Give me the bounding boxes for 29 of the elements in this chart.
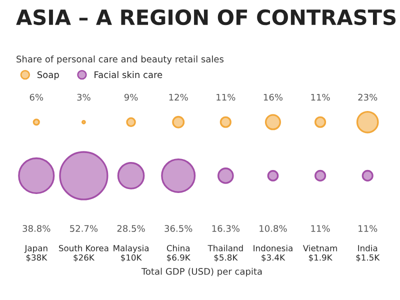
data-label: 3% bbox=[77, 94, 90, 101]
category-label: China $6.9K bbox=[166, 244, 191, 262]
data-label: 11% bbox=[311, 225, 330, 232]
category-label: Malaysia $10K bbox=[114, 244, 148, 262]
data-label: 12% bbox=[169, 94, 188, 101]
category-label: Thailand $5.8K bbox=[208, 244, 243, 262]
text: ASIA – A REGION OF CONTRASTS bbox=[16, 9, 396, 26]
data-label: 11% bbox=[358, 225, 378, 232]
data-label: 9% bbox=[124, 94, 138, 101]
data-label: 11% bbox=[311, 94, 330, 101]
legend-label: Soap bbox=[37, 71, 59, 80]
data-label: 36.5% bbox=[164, 225, 192, 232]
category-label: Indonesia $3.4K bbox=[254, 244, 292, 262]
data-label: 16.3% bbox=[212, 225, 240, 232]
legend-label: Facial skin care bbox=[94, 71, 162, 78]
data-label: 6% bbox=[30, 94, 44, 101]
data-label: 52.7% bbox=[70, 225, 98, 232]
category-label: Vietnam $1.9K bbox=[302, 244, 337, 262]
data-label: 28.5% bbox=[117, 225, 145, 232]
text: Total GDP (USD) per capita bbox=[141, 268, 262, 277]
data-label: 16% bbox=[264, 94, 283, 101]
data-label: 11% bbox=[216, 94, 236, 101]
category-label: India $1.5K bbox=[356, 244, 380, 262]
data-label: 10.8% bbox=[260, 225, 287, 232]
category-label: Japan $38K bbox=[24, 245, 48, 262]
text: Share of personal care and beauty retail sales bbox=[16, 56, 224, 64]
category-label: South Korea $26K bbox=[59, 244, 108, 262]
data-label: 38.8% bbox=[22, 225, 50, 232]
data-label: 23% bbox=[358, 94, 378, 101]
